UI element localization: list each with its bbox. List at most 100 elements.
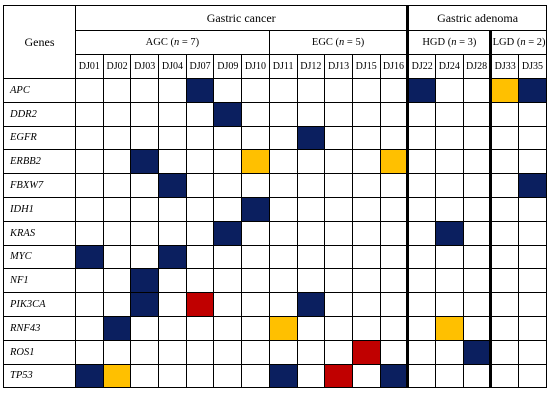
gene-row: EGFR [3,125,547,151]
empty-cell [185,125,215,151]
empty-cell [268,78,298,103]
empty-cell [379,220,410,246]
empty-cell [102,78,132,103]
empty-cell [102,292,132,317]
empty-cell [130,339,160,365]
empty-cell [518,101,547,127]
empty-cell [130,196,160,222]
group-header: Gastric cancer [74,5,410,31]
empty-cell [102,101,132,127]
empty-cell [158,78,187,103]
empty-cell [351,101,381,127]
empty-cell [185,101,215,127]
empty-cell [158,125,187,151]
empty-cell [324,101,353,127]
gene-name: DDR2 [3,101,76,127]
empty-cell [407,125,437,151]
empty-cell [213,78,243,103]
empty-cell [213,149,243,175]
empty-cell [158,101,187,127]
gene-name: KRAS [3,220,76,246]
empty-cell [213,173,243,198]
empty-cell [268,101,298,127]
empty-cell [268,173,298,198]
empty-cell [490,220,520,246]
empty-cell [490,196,520,222]
subgroup-name: LGD [492,37,515,48]
subgroup-count-open: ( [335,37,340,48]
empty-cell [518,268,547,294]
empty-cell [158,339,187,365]
empty-cell [407,101,437,127]
sample-id-header: DJ13 [324,54,353,79]
empty-cell [102,220,132,246]
empty-cell [435,244,464,270]
empty-cell [462,363,493,389]
empty-cell [324,220,353,246]
subgroup-count-value: = 3) [456,37,477,48]
mutation-cell-navy [130,292,160,317]
gene-row: KRAS [3,220,547,246]
mutation-cell-yellow [241,149,270,175]
empty-cell [158,363,187,389]
empty-cell [268,196,298,222]
subgroup-header: LGD (n = 2) [490,30,547,55]
empty-cell [379,78,410,103]
mutation-cell-navy [213,101,243,127]
subgroup-count-value: = 5) [344,37,365,48]
empty-cell [241,268,270,294]
empty-cell [462,268,493,294]
empty-cell [241,339,270,365]
subgroup-header: EGC (n = 5) [268,30,410,55]
gene-row: IDH1 [3,196,547,222]
empty-cell [462,244,493,270]
empty-cell [158,220,187,246]
empty-cell [296,339,326,365]
empty-cell [268,220,298,246]
empty-cell [268,149,298,175]
empty-cell [435,173,464,198]
empty-cell [407,220,437,246]
empty-cell [241,292,270,317]
empty-cell [130,363,160,389]
empty-cell [435,101,464,127]
sample-id-header: DJ24 [435,54,464,79]
empty-cell [324,173,353,198]
gene-row: TP53 [3,363,547,389]
gene-row: DDR2 [3,101,547,127]
subgroup-name: EGC [311,37,333,48]
empty-cell [379,244,410,270]
gene-name: PIK3CA [3,292,76,317]
empty-cell [490,125,520,151]
gene-name: ROS1 [3,339,76,365]
empty-cell [296,78,326,103]
subgroup-count-open: ( [516,37,521,48]
empty-cell [241,125,270,151]
empty-cell [462,78,493,103]
empty-cell [324,149,353,175]
empty-cell [158,292,187,317]
empty-cell [130,173,160,198]
gene-name: NF1 [3,268,76,294]
subgroup-count-open: ( [447,37,452,48]
empty-cell [102,339,132,365]
mutation-cell-navy [435,220,464,246]
empty-cell [75,173,104,198]
subgroup-count-var: n [339,37,345,48]
mutation-cell-navy [407,78,437,103]
empty-cell [324,268,353,294]
mutation-cell-yellow [435,315,464,341]
empty-cell [407,268,437,294]
empty-cell [75,78,104,103]
empty-cell [102,244,132,270]
empty-cell [213,268,243,294]
empty-cell [241,220,270,246]
empty-cell [185,220,215,246]
mutation-table: Genes Gastric cancer Gastric adenoma AGC (n… [3,5,547,389]
subgroup-count-value: = 7) [179,37,200,48]
empty-cell [75,292,104,317]
empty-cell [351,220,381,246]
empty-cell [213,244,243,270]
sample-id-header: DJ16 [379,54,410,79]
empty-cell [518,125,547,151]
